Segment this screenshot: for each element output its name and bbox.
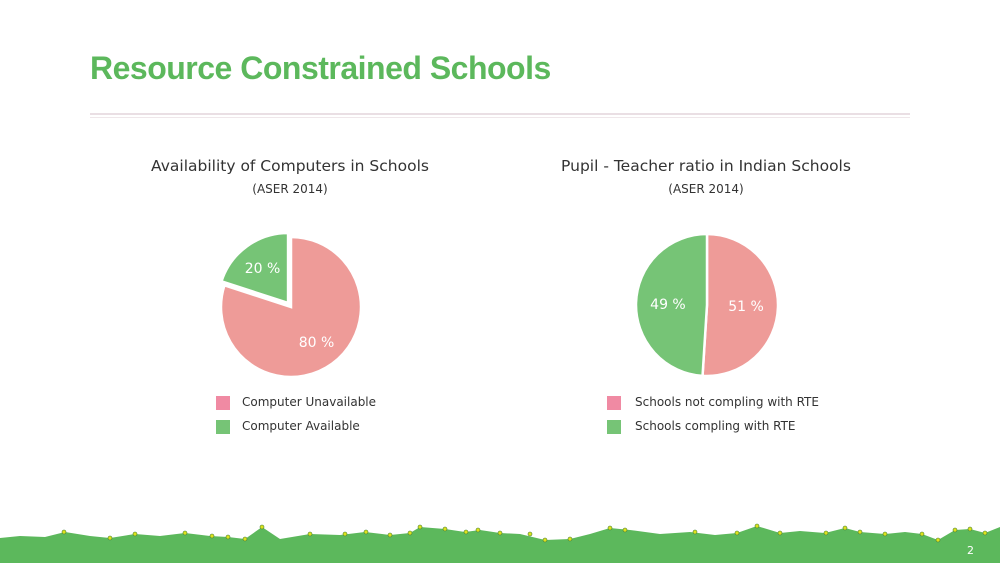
grass-dot: [967, 526, 973, 532]
grass-dots: [61, 523, 988, 543]
grass-dot: [754, 523, 760, 529]
grass-dot: [882, 531, 888, 537]
footer-grass-decoration: 2: [0, 510, 1000, 563]
grass-dot: [857, 529, 863, 535]
legend-swatch-complying: [607, 420, 621, 434]
grass-dot: [242, 536, 248, 542]
grass-dot: [692, 529, 698, 535]
chart-title: Pupil - Teacher ratio in Indian Schools: [561, 157, 851, 175]
grass-dot: [567, 536, 573, 542]
grass-dot: [823, 530, 829, 536]
legend-label: Schools compling with RTE: [635, 419, 796, 433]
grass-dot: [61, 529, 67, 535]
grass-dot: [463, 529, 469, 535]
grass-dot: [182, 530, 188, 536]
grass-dot: [777, 530, 783, 536]
grass-dot: [497, 530, 503, 536]
pie-data-label: 49 %: [650, 297, 686, 313]
slide-title: Resource Constrained Schools: [90, 50, 551, 86]
grass-dot: [307, 531, 313, 537]
pie-slice-schools-compling-with-rte: [634, 232, 709, 378]
grass-dot: [132, 531, 138, 537]
pupil-teacher-ratio-chart: Pupil - Teacher ratio in Indian Schools …: [526, 150, 886, 450]
grass-dot: [527, 531, 533, 537]
pie-data-label: 80 %: [299, 335, 335, 351]
grass-dot: [387, 532, 393, 538]
grass-dot: [842, 525, 848, 531]
chart-subtitle: (ASER 2014): [668, 182, 744, 196]
legend-label: Schools not compling with RTE: [635, 395, 819, 409]
grass-dot: [209, 533, 215, 539]
legend-swatch-unavailable: [216, 396, 230, 410]
grass-dot: [935, 537, 941, 543]
title-divider: [90, 113, 910, 115]
grass-dot: [342, 531, 348, 537]
legend-swatch-available: [216, 420, 230, 434]
pie-data-label: 51 %: [728, 299, 764, 315]
pie-chart: 80 % 20 %: [219, 231, 363, 379]
legend-swatch-not-complying: [607, 396, 621, 410]
computers-availability-chart: Availability of Computers in Schools (AS…: [110, 150, 470, 450]
chart-subtitle: (ASER 2014): [252, 182, 328, 196]
grass-dot: [542, 537, 548, 543]
grass-dot: [475, 527, 481, 533]
legend-label: Computer Available: [242, 419, 360, 433]
grass-graphic: [0, 523, 1000, 563]
grass-dot: [417, 524, 423, 530]
grass-dot: [225, 534, 231, 540]
grass-dot: [952, 527, 958, 533]
grass-dot: [734, 530, 740, 536]
pie-chart: 51 % 49 %: [634, 232, 780, 378]
page-number: 2: [967, 544, 974, 557]
grass-dot: [363, 529, 369, 535]
pie-slice-schools-not-compling-with-rte: [701, 232, 780, 378]
grass-dot: [107, 535, 113, 541]
grass-dot: [982, 530, 988, 536]
grass-dot: [607, 525, 613, 531]
grass-dot: [259, 524, 265, 530]
pie-data-label: 20 %: [245, 261, 281, 277]
pie-slice-computer-available: [219, 231, 290, 305]
pie-slice-computer-unavailable: [219, 235, 363, 379]
grass-dot: [919, 531, 925, 537]
legend-label: Computer Unavailable: [242, 395, 377, 409]
grass-dot: [622, 527, 628, 533]
chart-title: Availability of Computers in Schools: [151, 157, 429, 175]
grass-dot: [442, 526, 448, 532]
grass-dot: [407, 530, 413, 536]
title-divider-secondary: [90, 117, 910, 118]
